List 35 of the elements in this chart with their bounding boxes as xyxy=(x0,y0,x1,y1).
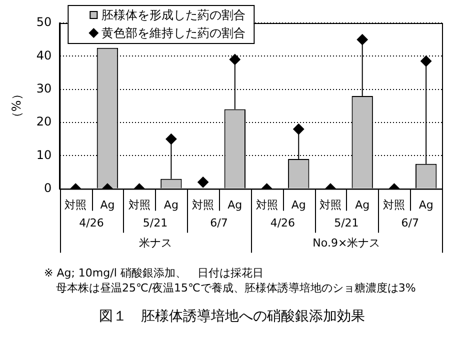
x-tick-label: Ag xyxy=(228,198,242,212)
text: 5/21 xyxy=(142,216,168,230)
text: 4/26 xyxy=(270,216,296,230)
y-axis-title: （%） xyxy=(9,88,24,124)
x-tick-label: 対照 xyxy=(192,198,214,212)
x-tick-label: 対照 xyxy=(319,198,342,212)
y-tick-label: 10 xyxy=(36,148,52,162)
text: 母本株は昼温25℃/夜温15℃で養成、胚様体誘導培地のショ糖濃度は3% xyxy=(56,282,416,295)
x-tick-label: Ag xyxy=(418,198,434,212)
x-tick-label: 対照 xyxy=(128,198,150,212)
x-tick-label: Ag xyxy=(355,198,370,212)
y-tick-label: 40 xyxy=(36,48,52,62)
x-tick-label: 対照 xyxy=(64,198,87,212)
text: 米ナス xyxy=(138,236,172,250)
text: ※ Ag; 10mg/l 硝酸銀添加、 日付は採花日 xyxy=(44,266,264,280)
legend-label: 黄色部を維持した葯の割合 xyxy=(102,26,246,40)
x-tick-label: 対照 xyxy=(256,198,278,212)
text: 5/21 xyxy=(334,216,359,230)
point xyxy=(420,56,432,67)
legend-label: 胚様体を形成した葯の割合 xyxy=(102,8,246,22)
text: 4/26 xyxy=(79,216,104,230)
text: No.9×米ナス xyxy=(312,236,380,250)
x-tick-label: Ag xyxy=(291,198,306,212)
x-tick-label: Ag xyxy=(164,198,178,212)
y-tick-label: 50 xyxy=(36,15,52,30)
x-tick-label: 対照 xyxy=(383,198,406,212)
point xyxy=(229,54,240,65)
text: 6/7 xyxy=(210,216,228,230)
y-tick-label: 0 xyxy=(44,180,52,195)
y-tick-label: 30 xyxy=(36,81,52,96)
y-tick-label: 20 xyxy=(36,114,52,129)
text: 6/7 xyxy=(401,216,419,230)
point xyxy=(356,34,368,46)
x-tick-label: Ag xyxy=(100,198,115,212)
text: 図１ 胚様体誘導培地への硝酸銀添加効果 xyxy=(99,308,365,324)
